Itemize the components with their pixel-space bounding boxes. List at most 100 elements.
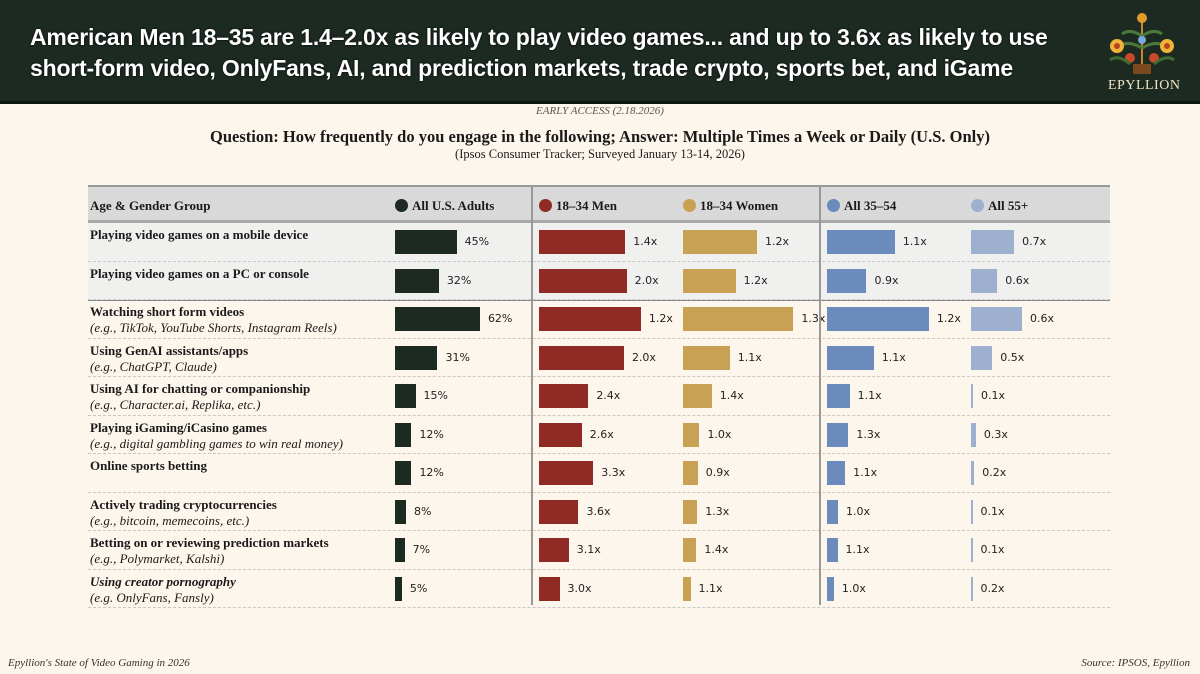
data-label: 1.3x xyxy=(705,504,730,518)
data-label: 12% xyxy=(419,427,444,441)
legend-dot-icon xyxy=(539,199,552,212)
data-label: 12% xyxy=(419,466,444,479)
bar-18-34-women xyxy=(683,307,794,331)
data-label: 45% xyxy=(464,235,490,248)
data-label: 0.1x xyxy=(981,389,1006,402)
bar-all-u-s-adults xyxy=(395,268,439,293)
bar-all-35-54 xyxy=(827,384,850,408)
data-label: 1.3x xyxy=(856,427,881,441)
row-label: Watching short form videos (e.g., TikTok,… xyxy=(90,304,337,336)
column-divider xyxy=(531,185,533,605)
row-label-main: Playing iGaming/iCasino games xyxy=(90,419,267,435)
data-label: 1.0x xyxy=(845,504,870,518)
results-table: Age & Gender Group All U.S. Adults 18–34… xyxy=(88,185,1110,608)
data-label: 3.3x xyxy=(601,466,626,479)
data-label: 0.6x xyxy=(1005,273,1030,287)
bar-18-34-men xyxy=(539,384,589,408)
bar-all-55- xyxy=(971,422,976,447)
data-label: 2.6x xyxy=(589,427,614,441)
data-label: 0.7x xyxy=(1022,235,1047,248)
table-row: Using GenAI assistants/apps (e.g., ChatGP… xyxy=(88,339,1110,377)
data-label: 1.1x xyxy=(845,543,870,556)
bar-all-55- xyxy=(971,384,974,408)
bar-18-34-women xyxy=(683,422,700,447)
data-label: 2.0x xyxy=(634,273,659,287)
column-divider xyxy=(819,185,821,605)
bar-18-34-men xyxy=(539,345,624,370)
data-label: 0.1x xyxy=(980,543,1005,556)
row-label-main: Using creator pornography xyxy=(90,573,236,589)
headline: American Men 18–35 are 1.4–2.0x as likel… xyxy=(30,22,1048,84)
row-label: Using GenAI assistants/apps (e.g., ChatGP… xyxy=(90,343,248,375)
bar-18-34-men xyxy=(539,268,627,293)
bar-all-u-s-adults xyxy=(395,499,406,524)
table-row: Watching short form videos (e.g., TikTok,… xyxy=(88,300,1110,339)
data-label: 1.1x xyxy=(698,581,723,595)
legend-women-18-34: 18–34 Women xyxy=(683,198,778,214)
bar-all-55- xyxy=(971,461,975,485)
data-label: 32% xyxy=(446,273,472,287)
row-label-example: (e.g., bitcoin, memecoins, etc.) xyxy=(90,512,250,528)
data-label: 1.0x xyxy=(841,581,866,595)
data-label: 1.1x xyxy=(881,350,906,364)
legend-all-55-plus: All 55+ xyxy=(971,198,1028,214)
table-row: Playing video games on a mobile device 45… xyxy=(88,223,1110,262)
legend-all-adults: All U.S. Adults xyxy=(395,198,494,214)
bar-18-34-women xyxy=(683,230,757,254)
data-label: 1.2x xyxy=(764,235,789,248)
data-label: 5% xyxy=(409,581,428,595)
row-label-main: Watching short form videos xyxy=(90,304,245,319)
legend-dot-icon xyxy=(827,199,840,212)
header-row-label: Age & Gender Group xyxy=(90,198,211,213)
data-label: 1.1x xyxy=(853,466,878,479)
data-label: 1.2x xyxy=(648,312,673,325)
bar-all-u-s-adults xyxy=(395,422,412,447)
row-label-main: Playing video games on a mobile device xyxy=(90,227,309,242)
data-label: 1.1x xyxy=(857,389,882,402)
legend-dot-icon xyxy=(971,199,984,212)
table-row: Online sports betting 12% 3.3x 0.9x 1.1x 0.2x xyxy=(88,454,1110,493)
bar-all-55- xyxy=(971,345,993,370)
bar-all-35-54 xyxy=(827,538,838,562)
row-label: Playing video games on a mobile device xyxy=(90,227,308,243)
bar-all-u-s-adults xyxy=(395,538,405,562)
row-label: Actively trading cryptocurrencies (e.g., … xyxy=(90,497,277,529)
data-label: 0.5x xyxy=(1000,350,1025,364)
row-label-main: Using GenAI assistants/apps xyxy=(90,342,249,358)
bar-18-34-men xyxy=(539,499,579,524)
row-label-main: Online sports betting xyxy=(90,458,208,473)
bar-18-34-women xyxy=(683,345,730,370)
table-row: Betting on or reviewing prediction marke… xyxy=(88,531,1110,570)
row-label-example: (e.g., Character.ai, Replika, etc.) xyxy=(90,397,261,412)
row-label-main: Using AI for chatting or companionship xyxy=(90,381,311,396)
bar-all-55- xyxy=(971,268,998,293)
data-label: 15% xyxy=(423,389,448,402)
early-access-label: EARLY ACCESS (2.18.2026) xyxy=(536,105,664,117)
data-label: 31% xyxy=(445,350,470,364)
row-label: Betting on or reviewing prediction marke… xyxy=(90,535,329,567)
data-label: 3.6x xyxy=(586,504,611,518)
bar-all-55- xyxy=(971,230,1015,254)
table-row: Playing iGaming/iCasino games (e.g., digi… xyxy=(88,416,1110,454)
row-label-main: Betting on or reviewing prediction marke… xyxy=(90,535,329,550)
bar-18-34-men xyxy=(539,307,641,331)
data-label: 1.4x xyxy=(633,235,658,248)
data-label: 3.0x xyxy=(567,581,592,595)
data-label: 0.9x xyxy=(705,466,730,479)
footer-source: Source: IPSOS, Epyllion xyxy=(1081,657,1190,669)
bar-all-35-54 xyxy=(827,499,838,524)
bar-all-u-s-adults xyxy=(395,345,438,370)
bar-18-34-women xyxy=(683,499,698,524)
data-label: 2.0x xyxy=(631,350,656,364)
bar-all-u-s-adults xyxy=(395,230,457,254)
bar-all-35-54 xyxy=(827,576,834,601)
data-label: 8% xyxy=(413,504,432,518)
bar-all-35-54 xyxy=(827,422,849,447)
row-label-main: Playing video games on a PC or console xyxy=(90,265,309,281)
data-label: 1.0x xyxy=(707,427,732,441)
title-banner: American Men 18–35 are 1.4–2.0x as likel… xyxy=(0,0,1200,104)
bar-all-35-54 xyxy=(827,268,867,293)
row-label: Playing video games on a PC or console xyxy=(90,266,309,282)
data-label: 0.2x xyxy=(982,466,1007,479)
legend-men-18-34: 18–34 Men xyxy=(539,198,617,214)
